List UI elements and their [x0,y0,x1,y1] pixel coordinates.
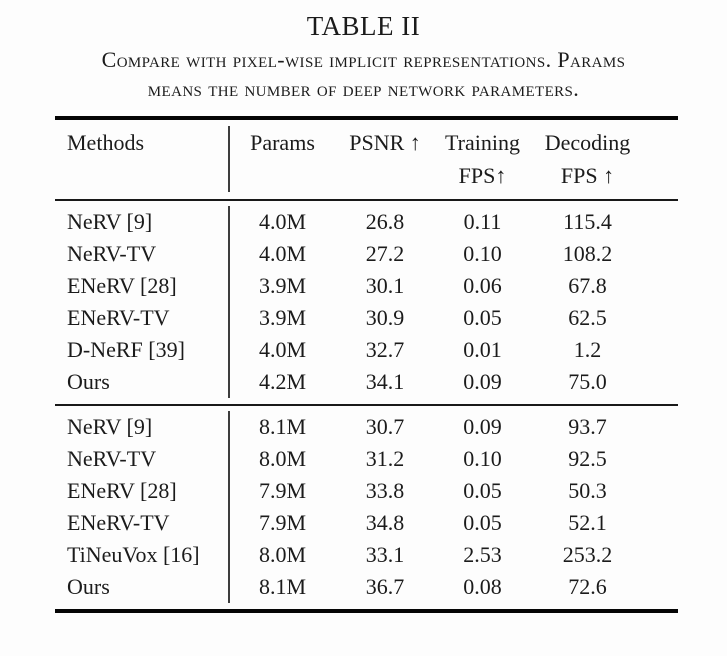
column-header-params-label: Params [250,130,315,155]
training-fps-cell: 0.08 [463,574,502,599]
decoding-fps-cell: 253.2 [562,542,613,567]
method-cell: Ours [55,366,230,398]
training-fps-cell: 0.11 [463,209,502,234]
column-header-methods: Methods [55,126,230,192]
column-header-training-fps: Training FPS↑ [435,126,530,192]
column-header-params: Params [230,126,335,192]
decoding-fps-cell: 72.6 [568,574,607,599]
decoding-fps-cell: 62.5 [568,305,607,330]
table-row: ENeRV [28] 7.9M 33.8 0.05 50.3 [55,475,678,507]
params-cell: 8.0M [258,542,307,567]
header-bottom-rule [55,199,678,201]
psnr-cell: 34.1 [365,369,405,394]
psnr-cell: 33.1 [365,542,405,567]
psnr-cell: 32.7 [365,337,405,362]
table-row: TiNeuVox [16] 8.0M 33.1 2.53 253.2 [55,539,678,571]
caption-line-1: Compare with pixel-wise implicit represe… [101,47,626,72]
method-cell: Ours [55,571,230,603]
table-row: ENeRV [28] 3.9M 30.1 0.06 67.8 [55,270,678,302]
method-cell: NeRV [9] [55,411,230,443]
table-bottom-rule [55,609,678,613]
psnr-cell: 30.9 [365,305,405,330]
decoding-fps-cell: 92.5 [568,446,607,471]
method-cell: ENeRV [28] [55,270,230,302]
psnr-cell: 30.1 [365,273,405,298]
table-title: TABLE II [306,11,421,41]
column-header-decoding-label: Decoding [544,130,631,155]
decoding-fps-cell: 1.2 [573,337,602,362]
column-header-methods-label: Methods [67,130,144,155]
params-cell: 4.2M [258,369,307,394]
params-cell: 3.9M [258,273,307,298]
method-cell: NeRV-TV [55,443,230,475]
method-cell: ENeRV-TV [55,507,230,539]
table-row: NeRV [9] 8.1M 30.7 0.09 93.7 [55,411,678,443]
method-cell: TiNeuVox [16] [55,539,230,571]
training-fps-cell: 0.05 [463,305,502,330]
paper-page: TABLE II Compare with pixel-wise implici… [0,11,727,613]
table-row: ENeRV-TV 3.9M 30.9 0.05 62.5 [55,302,678,334]
caption-line-2: means the number of deep network paramet… [147,76,580,101]
table-caption: Compare with pixel-wise implicit represe… [0,45,727,103]
method-cell: NeRV [9] [55,206,230,238]
group-separator-rule [55,404,678,406]
psnr-cell: 26.8 [365,209,405,234]
table-row: Ours 8.1M 36.7 0.08 72.6 [55,571,678,603]
table-row: NeRV [9] 4.0M 26.8 0.11 115.4 [55,206,678,238]
table-group-4m: NeRV [9] 4.0M 26.8 0.11 115.4 NeRV-TV 4.… [55,201,678,404]
decoding-fps-cell: 50.3 [568,478,607,503]
psnr-cell: 31.2 [365,446,405,471]
column-header-training-label: Training [445,130,520,155]
params-cell: 4.0M [258,337,307,362]
psnr-cell: 36.7 [365,574,405,599]
method-cell: NeRV-TV [55,238,230,270]
psnr-cell: 33.8 [365,478,405,503]
table-row: Ours 4.2M 34.1 0.09 75.0 [55,366,678,398]
table-header-row: Methods Params PSNR ↑ Training FPS↑ [55,120,678,199]
method-cell: D-NeRF [39] [55,334,230,366]
table-row: NeRV-TV 8.0M 31.2 0.10 92.5 [55,443,678,475]
decoding-fps-cell: 52.1 [568,510,607,535]
params-cell: 7.9M [258,510,307,535]
params-cell: 8.1M [258,574,307,599]
params-cell: 4.0M [258,241,307,266]
decoding-fps-cell: 108.2 [562,241,613,266]
column-header-psnr-label: PSNR ↑ [349,130,421,155]
table-top-rule [55,116,678,120]
table-row: D-NeRF [39] 4.0M 32.7 0.01 1.2 [55,334,678,366]
training-fps-cell: 0.01 [463,337,502,362]
training-fps-cell: 0.06 [463,273,502,298]
params-cell: 8.0M [258,446,307,471]
psnr-cell: 30.7 [365,414,405,439]
method-cell: ENeRV-TV [55,302,230,334]
params-cell: 7.9M [258,478,307,503]
decoding-fps-cell: 115.4 [563,209,612,234]
training-fps-cell: 0.10 [463,446,502,471]
psnr-cell: 34.8 [365,510,405,535]
column-header-decoding-fps: Decoding FPS ↑ [530,126,678,192]
column-header-training-sub: FPS↑ [458,163,507,188]
params-cell: 8.1M [258,414,307,439]
params-cell: 3.9M [258,305,307,330]
training-fps-cell: 2.53 [463,542,502,567]
training-fps-cell: 0.05 [463,478,502,503]
params-cell: 4.0M [258,209,307,234]
column-header-psnr: PSNR ↑ [335,126,435,192]
decoding-fps-cell: 67.8 [568,273,607,298]
training-fps-cell: 0.09 [463,414,502,439]
training-fps-cell: 0.10 [463,241,502,266]
training-fps-cell: 0.05 [463,510,502,535]
table-row: NeRV-TV 4.0M 27.2 0.10 108.2 [55,238,678,270]
training-fps-cell: 0.09 [463,369,502,394]
table-row: ENeRV-TV 7.9M 34.8 0.05 52.1 [55,507,678,539]
column-header-decoding-sub: FPS ↑ [560,163,615,188]
comparison-table: Methods Params PSNR ↑ Training FPS↑ [55,116,678,613]
method-cell: ENeRV [28] [55,475,230,507]
decoding-fps-cell: 93.7 [568,414,607,439]
psnr-cell: 27.2 [365,241,405,266]
decoding-fps-cell: 75.0 [568,369,607,394]
table-group-8m: NeRV [9] 8.1M 30.7 0.09 93.7 NeRV-TV 8.0… [55,406,678,609]
